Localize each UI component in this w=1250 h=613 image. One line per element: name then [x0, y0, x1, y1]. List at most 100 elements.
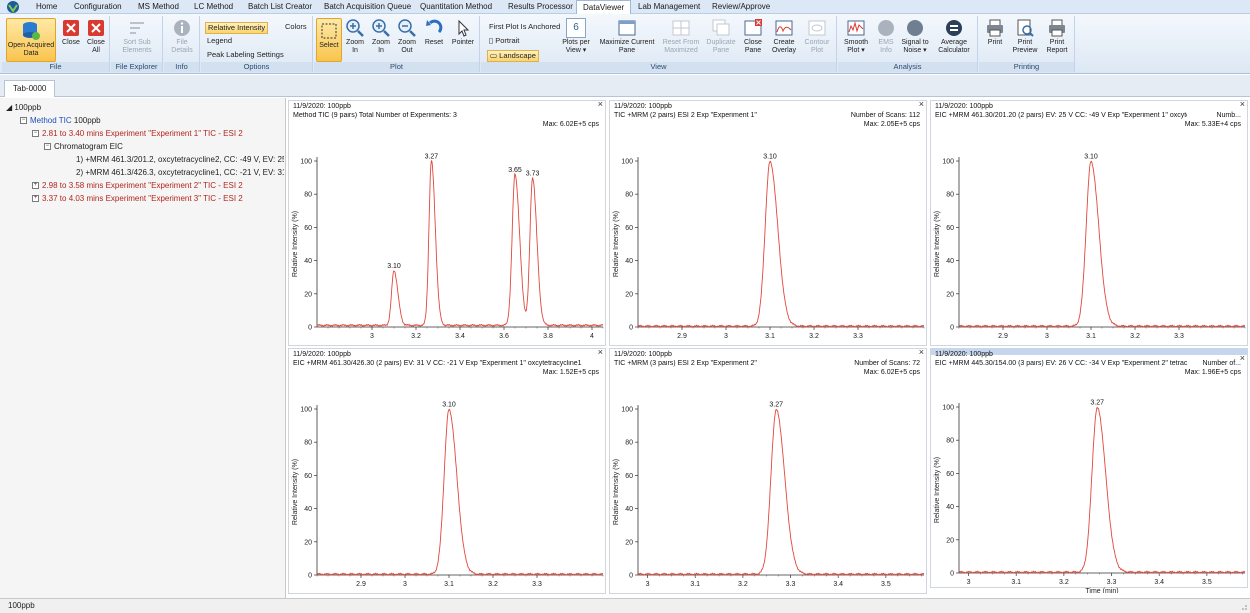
smooth-plot-button[interactable]: Smooth Plot ▾ — [840, 18, 872, 55]
colors-button[interactable]: Colors — [285, 22, 307, 31]
reset-button[interactable]: Reset — [422, 18, 446, 47]
y-tick-label: 40 — [304, 506, 312, 513]
pane-close-icon[interactable]: × — [918, 99, 924, 109]
menu-tab-quantitation-method[interactable]: Quantitation Method — [420, 2, 493, 11]
maximize-current-pane-button[interactable]: Maximize Current Pane — [597, 18, 657, 55]
pane-close-icon[interactable]: × — [918, 347, 924, 357]
app-logo-icon[interactable] — [2, 0, 24, 14]
zoom-in-xy-label: Zoom In — [372, 39, 390, 54]
signal-to-noise-button[interactable]: Signal to Noise ▾ — [900, 18, 930, 55]
menu-tab-results-processor[interactable]: Results Processor — [508, 2, 573, 11]
portrait-option[interactable]: ▯ Portrait — [489, 36, 520, 45]
reset-from-maximized-button[interactable]: Reset From Maximized — [659, 18, 703, 55]
info-icon — [174, 20, 190, 36]
tree-node-experiment-1[interactable]: −2.81 to 3.40 mins Experiment "Experimen… — [32, 128, 243, 139]
relative-intensity-toggle[interactable]: Relative Intensity — [205, 22, 269, 34]
menu-tab-lab-management[interactable]: Lab Management — [638, 2, 701, 11]
average-calculator-button[interactable]: Average Calculator — [934, 18, 974, 55]
file-details-label: File Details — [171, 39, 193, 54]
legend-button[interactable]: Legend — [207, 36, 233, 45]
open-acquired-data-button[interactable]: Open Acquired Data — [6, 18, 56, 62]
duplicate-pane-button[interactable]: Duplicate Pane — [705, 18, 737, 55]
plot-pane[interactable]: × 11/9/2020: 100ppb TIC +MRM (2 pairs) ESI… — [609, 100, 927, 346]
y-axis-title: Relative Intensity (%) — [934, 211, 941, 277]
create-overlay-button[interactable]: Create Overlay — [769, 18, 799, 55]
pane-close-icon[interactable]: × — [1239, 353, 1245, 363]
zoom-in-button[interactable]: Zoom In — [344, 18, 366, 55]
expand-box-icon[interactable]: + — [32, 195, 39, 203]
y-axis-title: Relative Intensity (%) — [613, 459, 620, 525]
plot-pane[interactable]: × 11/9/2020: 100ppb TIC +MRM (3 pairs) ESI… — [609, 348, 927, 594]
document-tab[interactable]: Tab-0000 — [4, 80, 56, 97]
average-calculator-label: Average Calculator — [938, 39, 970, 54]
menu-tab-review-approve[interactable]: Review/Approve — [712, 2, 771, 11]
ribbon-group-file-explorer: Sort Sub Elements File Explorer — [111, 16, 163, 72]
menu-tab-home[interactable]: Home — [36, 2, 58, 11]
plot-pane[interactable]: × 11/9/2020: 100ppb EIC +MRM 461.30/426.30… — [288, 348, 606, 594]
tree-node-mrm-1[interactable]: 1) +MRM 461.3/201.2, oxcytetracycline2, … — [76, 155, 284, 164]
landscape-option[interactable]: ▭ Landscape — [487, 50, 539, 62]
plots-per-view-dropdown[interactable]: 6 Plots per View ▾ — [561, 18, 591, 55]
zoom-out-button[interactable]: Zoom Out — [396, 18, 418, 55]
peak-label: 3.27 — [425, 154, 439, 161]
file-details-button[interactable]: File Details — [168, 18, 196, 55]
tree-node-experiment-2-label: 2.98 to 3.58 mins Experiment "Experiment… — [42, 181, 243, 190]
ems-info-button[interactable]: EMS Info — [874, 18, 898, 55]
menu-tab-lc-method[interactable]: LC Method — [194, 2, 234, 11]
print-preview-button[interactable]: Print Preview — [1011, 18, 1039, 55]
print-button[interactable]: Print — [983, 18, 1007, 47]
collapse-box-icon[interactable]: − — [32, 130, 39, 138]
x-tick-label: 3.3 — [1174, 333, 1184, 340]
plot-pane[interactable]: × 11/9/2020: 100ppb EIC +MRM 461.30/201.20… — [930, 100, 1248, 346]
menu-tab-dataviewer[interactable]: DataViewer — [576, 0, 632, 15]
pointer-button[interactable]: Pointer — [448, 18, 478, 47]
pane-close-icon[interactable]: × — [1239, 99, 1245, 109]
close-label: Close — [62, 39, 80, 46]
collapse-box-icon[interactable]: − — [20, 117, 27, 125]
tree-node-root-label: 100ppb — [14, 103, 42, 112]
tree-node-chromatogram[interactable]: − Chromatogram EIC — [44, 141, 123, 152]
menu-tab-ms-method[interactable]: MS Method — [138, 2, 179, 11]
pane-date-label: 11/9/2020: 100ppb — [614, 351, 672, 358]
ribbon-group-label-view: View — [481, 62, 836, 72]
sort-sub-elements-button[interactable]: Sort Sub Elements — [113, 18, 161, 55]
x-tick-label: 3 — [724, 333, 728, 340]
print-report-button[interactable]: Print Report — [1043, 18, 1071, 55]
pane-close-icon[interactable]: × — [597, 99, 603, 109]
menu-tab-batch-list-creator[interactable]: Batch List Creator — [248, 2, 313, 11]
tree-node-experiment-2[interactable]: +2.98 to 3.58 mins Experiment "Experimen… — [32, 180, 243, 191]
close-all-button[interactable]: Close All — [84, 18, 108, 55]
peak-labeling-settings-button[interactable]: Peak Labeling Settings — [207, 50, 284, 59]
menu-tab-batch-acquisition-queue[interactable]: Batch Acquisition Queue — [324, 2, 412, 11]
zoom-in-icon — [346, 19, 364, 37]
first-plot-anchored-toggle[interactable]: First Plot Is Anchored — [489, 22, 561, 31]
tree-node-root[interactable]: ◢ 100ppb — [6, 103, 42, 112]
plot-pane[interactable]: × 11/9/2020: 100ppb EIC +MRM 445.30/154.00… — [930, 348, 1248, 593]
x-tick-label: 3 — [646, 581, 650, 588]
y-tick-label: 0 — [950, 571, 954, 578]
pane-description: TIC +MRM (3 pairs) ESI 2 Exp "Experiment… — [614, 360, 757, 367]
tree-node-mrm-2[interactable]: 2) +MRM 461.3/426.3, oxcytetracycline1, … — [76, 168, 284, 177]
zoom-in-xy-button[interactable]: Zoom In — [370, 18, 392, 55]
resize-grip-icon[interactable] — [1239, 602, 1247, 610]
tree-node-method-prefix: Method TIC — [30, 116, 72, 125]
contour-plot-button[interactable]: Contour Plot — [801, 18, 833, 55]
collapse-box-icon[interactable]: − — [44, 143, 51, 151]
tree-node-experiment-3[interactable]: +3.37 to 4.03 mins Experiment "Experimen… — [32, 193, 243, 204]
close-pane-button[interactable]: Close Pane — [739, 18, 767, 55]
close-button[interactable]: Close — [60, 18, 82, 47]
plot-pane[interactable]: × 11/9/2020: 100ppb Method TIC (9 pairs) T… — [288, 100, 606, 346]
pane-close-icon[interactable]: × — [597, 347, 603, 357]
expand-box-icon[interactable]: + — [32, 182, 39, 190]
select-button[interactable]: Select — [316, 18, 342, 62]
tree-node-method[interactable]: − Method TIC 100ppb — [20, 115, 101, 126]
x-tick-label: 3.2 — [411, 333, 421, 340]
menu-tab-configuration[interactable]: Configuration — [74, 2, 122, 11]
ribbon-group-info: File Details Info — [164, 16, 200, 72]
